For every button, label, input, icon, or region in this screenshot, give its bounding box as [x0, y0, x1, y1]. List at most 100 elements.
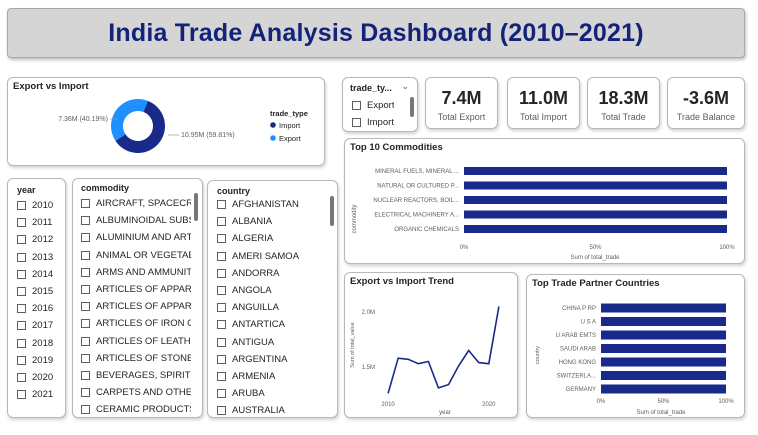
year-slicer-item[interactable]: 2021	[17, 386, 53, 403]
year-slicer-item[interactable]: 2011	[17, 214, 53, 231]
country-slicer-item[interactable]: ANDORRA	[217, 265, 329, 282]
checkbox[interactable]	[217, 371, 226, 381]
commodity-slicer-item[interactable]: CARPETS AND OTHER ...	[81, 384, 191, 401]
country-slicer-item[interactable]: AFGHANISTAN	[217, 196, 329, 213]
year-slicer-item[interactable]: 2017	[17, 317, 53, 334]
checkbox[interactable]	[17, 390, 26, 400]
commodity-slicer-item[interactable]: CERAMIC PRODUCTS.	[81, 401, 191, 417]
trade-type-slicer[interactable]: trade_ty... ⌄ Export Import	[342, 77, 418, 132]
checkbox[interactable]	[217, 303, 226, 313]
checkbox[interactable]	[81, 302, 90, 312]
checkbox[interactable]	[217, 354, 226, 364]
country-slicer-item[interactable]: ALGERIA	[217, 230, 329, 247]
bar[interactable]	[601, 303, 726, 313]
checkbox[interactable]	[17, 321, 26, 331]
bar[interactable]	[601, 357, 726, 367]
checkbox[interactable]	[81, 388, 90, 398]
bar[interactable]	[601, 317, 726, 326]
year-slicer-item[interactable]: 2018	[17, 335, 53, 352]
country-slicer-item[interactable]: ANGOLA	[217, 282, 329, 299]
checkbox[interactable]	[217, 406, 226, 416]
checkbox[interactable]	[217, 200, 226, 210]
country-slicer-item[interactable]: ARUBA	[217, 385, 329, 402]
commodity-slicer-item[interactable]: BEVERAGES, SPIRITS A...	[81, 367, 191, 384]
country-slicer-item[interactable]: ANGUILLA	[217, 299, 329, 316]
checkbox[interactable]	[217, 268, 226, 278]
checkbox[interactable]	[17, 252, 26, 262]
bar[interactable]	[464, 181, 727, 190]
export-vs-import-card[interactable]: Export vs Import 7.36M (40.19%) 10.95M (…	[7, 77, 325, 166]
country-slicer[interactable]: country AFGHANISTAN ALBANIA ALGERIA AMERI S…	[207, 180, 338, 418]
bar[interactable]	[601, 371, 726, 380]
checkbox[interactable]	[81, 250, 90, 260]
checkbox[interactable]	[81, 370, 90, 380]
checkbox[interactable]	[81, 405, 90, 415]
country-slicer-item[interactable]: ARMENIA	[217, 368, 329, 385]
checkbox[interactable]	[81, 336, 90, 346]
commodity-slicer-item[interactable]: ARTICLES OF STONE, P...	[81, 350, 191, 367]
commodity-slicer-item[interactable]: ARTICLES OF LEATHER,...	[81, 333, 191, 350]
checkbox[interactable]	[81, 267, 90, 277]
checkbox[interactable]	[352, 118, 361, 128]
year-slicer-item[interactable]: 2015	[17, 283, 53, 300]
year-slicer-item[interactable]: 2020	[17, 369, 53, 386]
trend-chart[interactable]: 1.5M 2.0M 2010 2020 Sum of total_value year	[345, 273, 519, 419]
checkbox[interactable]	[81, 285, 90, 295]
donut-chart[interactable]: 7.36M (40.19%) 10.95M (59.81%) trade_typ…	[8, 78, 326, 167]
checkbox[interactable]	[352, 101, 361, 111]
checkbox[interactable]	[17, 235, 26, 245]
bar[interactable]	[601, 384, 726, 394]
country-scrollbar[interactable]	[330, 196, 334, 226]
checkbox[interactable]	[17, 372, 26, 382]
checkbox[interactable]	[17, 287, 26, 297]
slicer-option-import[interactable]: Import	[352, 114, 394, 131]
checkbox[interactable]	[17, 338, 26, 348]
year-slicer[interactable]: year 2010 2011 2012 2013 2014 2015 2016 2017 201…	[7, 178, 66, 418]
top-commodities-card[interactable]: Top 10 Commodities MINERAL FUELS, MINERA…	[344, 138, 745, 264]
country-slicer-item[interactable]: ARGENTINA	[217, 351, 329, 368]
slicer-scrollbar[interactable]	[410, 97, 414, 117]
commodity-scrollbar[interactable]	[194, 193, 198, 221]
commodity-slicer-item[interactable]: AIRCRAFT, SPACECRAF...	[81, 195, 191, 212]
country-slicer-item[interactable]: AMERI SAMOA	[217, 248, 329, 265]
bar[interactable]	[464, 225, 727, 233]
checkbox[interactable]	[17, 269, 26, 279]
checkbox[interactable]	[217, 234, 226, 244]
commodity-slicer-item[interactable]: ANIMAL OR VEGETABL...	[81, 247, 191, 264]
checkbox[interactable]	[81, 319, 90, 329]
top-partners-card[interactable]: Top Trade Partner Countries CHINA P RP U …	[526, 274, 745, 418]
checkbox[interactable]	[17, 355, 26, 365]
checkbox[interactable]	[17, 201, 26, 211]
top-partners-chart[interactable]: CHINA P RP U S A U ARAB EMTS SAUDI ARAB HONG…	[527, 275, 746, 419]
commodity-slicer-item[interactable]: ARTICLES OF APPAREL ...	[81, 281, 191, 298]
checkbox[interactable]	[81, 233, 90, 243]
checkbox[interactable]	[217, 389, 226, 399]
top-commodities-chart[interactable]: MINERAL FUELS, MINERAL ... NATURAL OR CUL…	[345, 139, 746, 265]
country-slicer-item[interactable]: ANTIGUA	[217, 334, 329, 351]
commodity-slicer-item[interactable]: ARTICLES OF APPAREL ...	[81, 298, 191, 315]
bar[interactable]	[464, 196, 727, 204]
commodity-slicer-item[interactable]: ARTICLES OF IRON OR...	[81, 315, 191, 332]
country-slicer-item[interactable]: ANTARTICA	[217, 316, 329, 333]
year-slicer-item[interactable]: 2016	[17, 300, 53, 317]
checkbox[interactable]	[17, 304, 26, 314]
donut-slice-export[interactable]	[111, 99, 148, 141]
bar[interactable]	[601, 344, 726, 353]
trend-line[interactable]	[387, 306, 500, 394]
bar[interactable]	[464, 167, 727, 175]
year-slicer-item[interactable]: 2010	[17, 197, 53, 214]
checkbox[interactable]	[81, 353, 90, 363]
trend-card[interactable]: Export vs Import Trend 1.5M 2.0M 2010 2020 …	[344, 272, 518, 418]
bar[interactable]	[601, 330, 726, 340]
year-slicer-item[interactable]: 2014	[17, 266, 53, 283]
checkbox[interactable]	[217, 286, 226, 296]
year-slicer-item[interactable]: 2012	[17, 231, 53, 248]
checkbox[interactable]	[217, 251, 226, 261]
commodity-slicer-item[interactable]: ALBUMINOIDAL SUBS...	[81, 212, 191, 229]
country-slicer-item[interactable]: AUSTRALIA	[217, 402, 329, 417]
checkbox[interactable]	[17, 218, 26, 228]
checkbox[interactable]	[81, 199, 90, 209]
checkbox[interactable]	[81, 216, 90, 226]
commodity-slicer-item[interactable]: ARMS AND AMMUNIT...	[81, 264, 191, 281]
country-slicer-item[interactable]: ALBANIA	[217, 213, 329, 230]
